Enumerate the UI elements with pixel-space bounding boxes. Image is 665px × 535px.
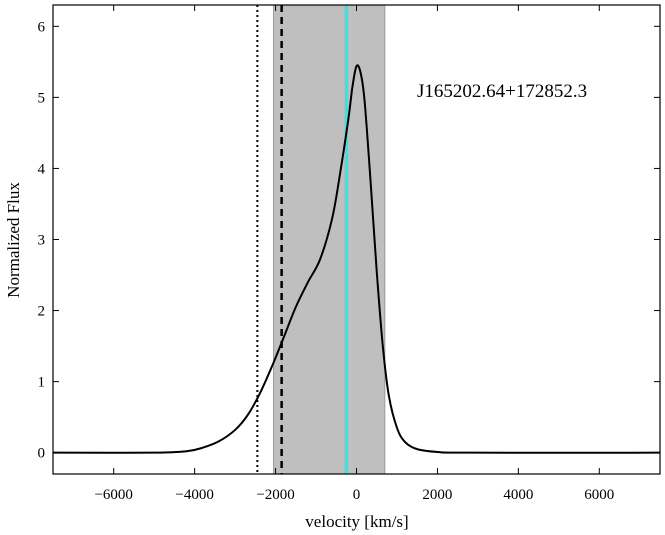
y-tick-label: 3 xyxy=(38,233,46,249)
y-tick-label: 5 xyxy=(38,90,46,106)
x-tick-label: 4000 xyxy=(503,487,533,503)
x-tick-label: 0 xyxy=(353,487,361,503)
x-tick-label: 6000 xyxy=(584,487,614,503)
y-tick-label: 0 xyxy=(38,446,46,462)
y-tick-label: 1 xyxy=(38,375,46,391)
x-tick-label: −4000 xyxy=(175,487,213,503)
shaded-velocity-region xyxy=(273,4,386,475)
x-axis-label: velocity [km/s] xyxy=(305,512,408,531)
x-tick-label: 2000 xyxy=(422,487,452,503)
y-axis-label: Normalized Flux xyxy=(4,182,23,298)
y-tick-label: 4 xyxy=(38,161,46,177)
y-tick-label: 6 xyxy=(38,19,46,35)
plot-layer: −6000 −4000 −2000 0 2000 4000 6000 0 1 2 3 4 5 6 xyxy=(38,4,661,503)
object-name-annotation: J165202.64+172852.3 xyxy=(417,81,587,102)
y-tick-label: 2 xyxy=(38,304,46,320)
x-tick-label: −6000 xyxy=(94,487,132,503)
series-line-0 xyxy=(53,64,660,454)
x-tick-label: −2000 xyxy=(256,487,294,503)
